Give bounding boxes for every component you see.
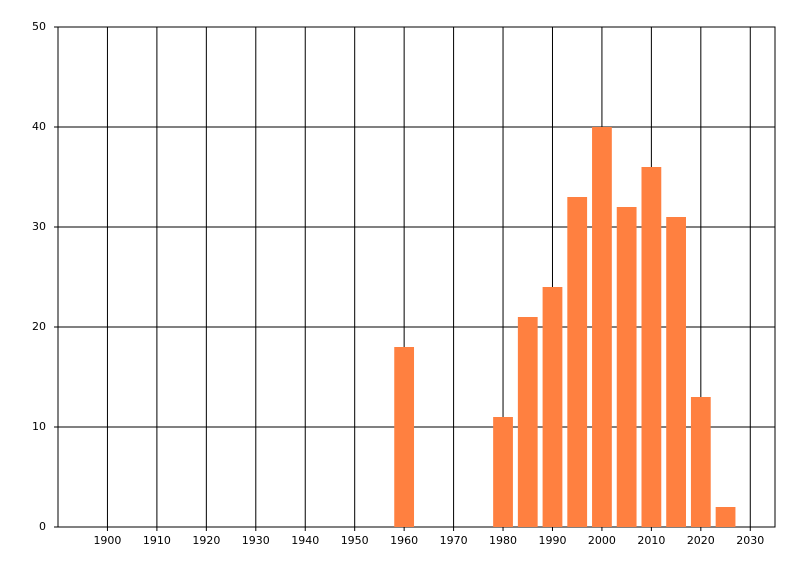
bar xyxy=(592,127,612,527)
x-tick-label: 1910 xyxy=(143,534,171,547)
x-tick-label: 1990 xyxy=(538,534,566,547)
x-tick-label: 1920 xyxy=(192,534,220,547)
x-tick-label: 1940 xyxy=(291,534,319,547)
x-tick-label: 2020 xyxy=(687,534,715,547)
x-tick-label: 2000 xyxy=(588,534,616,547)
x-tick-label: 1970 xyxy=(440,534,468,547)
x-tick-label: 1980 xyxy=(489,534,517,547)
bar xyxy=(616,207,637,527)
bar xyxy=(666,217,686,527)
x-tick-label: 1900 xyxy=(93,534,121,547)
y-tick-label: 40 xyxy=(32,120,46,133)
x-tick-label: 2010 xyxy=(637,534,665,547)
bar xyxy=(641,167,662,527)
x-tick-label: 1960 xyxy=(390,534,418,547)
bar xyxy=(517,317,538,527)
bar xyxy=(690,397,711,527)
y-tick-label: 10 xyxy=(32,420,46,433)
y-tick-label: 0 xyxy=(39,520,46,533)
bar xyxy=(567,197,588,527)
y-tick-label: 50 xyxy=(32,20,46,33)
bar xyxy=(394,347,415,527)
x-tick-label: 1930 xyxy=(242,534,270,547)
y-tick-label: 30 xyxy=(32,220,46,233)
bar xyxy=(715,507,736,527)
x-tick-label: 1950 xyxy=(341,534,369,547)
bar xyxy=(493,417,513,527)
y-tick-label: 20 xyxy=(32,320,46,333)
x-tick-label: 2030 xyxy=(736,534,764,547)
bar xyxy=(542,287,563,527)
